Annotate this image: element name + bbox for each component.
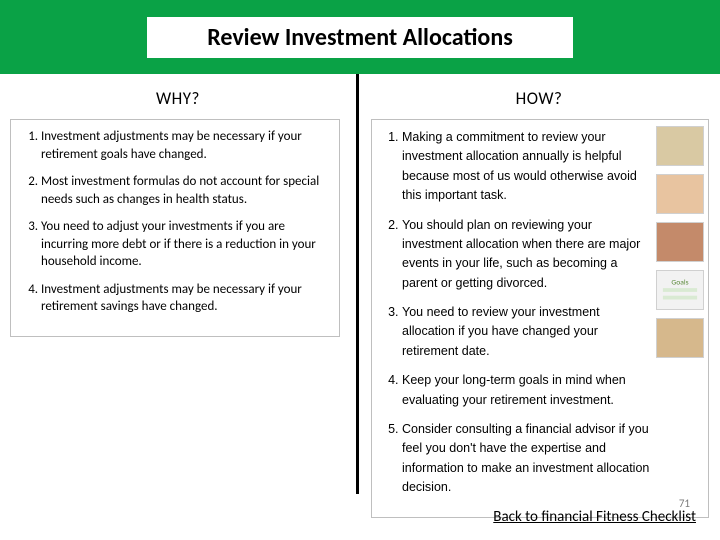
how-box: Making a commitment to review your inves…: [371, 119, 709, 518]
how-item: Keep your long-term goals in mind when e…: [402, 371, 652, 410]
calendar-photo-icon: [656, 126, 704, 166]
how-heading: HOW?: [369, 88, 709, 109]
why-heading: WHY?: [10, 88, 346, 109]
how-item: Consider consulting a financial advisor …: [402, 420, 652, 498]
content-area: WHY? Investment adjustments may be neces…: [0, 74, 720, 494]
why-item: Investment adjustments may be necessary …: [41, 128, 329, 163]
vertical-divider: [356, 74, 359, 494]
how-item: You need to review your investment alloc…: [402, 303, 652, 361]
svg-text:Goals: Goals: [671, 278, 688, 287]
person-photo-icon: [656, 222, 704, 262]
why-list: Investment adjustments may be necessary …: [21, 128, 329, 316]
back-to-checklist-link[interactable]: Back to financial Fitness Checklist: [493, 508, 696, 526]
why-box: Investment adjustments may be necessary …: [10, 119, 340, 337]
how-column: HOW? Making a commitment to review your …: [359, 74, 719, 494]
why-item: You need to adjust your investments if y…: [41, 218, 329, 271]
goals-graphic-icon: Goals: [656, 270, 704, 310]
header-bar: Review Investment Allocations: [0, 0, 720, 74]
thumbnail-strip: Goals: [656, 126, 704, 358]
how-list: Making a commitment to review your inves…: [382, 128, 652, 497]
how-item: Making a commitment to review your inves…: [402, 128, 652, 206]
why-column: WHY? Investment adjustments may be neces…: [0, 74, 356, 494]
advisor-photo-icon: [656, 318, 704, 358]
why-item: Investment adjustments may be necessary …: [41, 281, 329, 316]
why-item: Most investment formulas do not account …: [41, 173, 329, 208]
how-item: You should plan on reviewing your invest…: [402, 216, 652, 294]
page-title: Review Investment Allocations: [147, 17, 573, 58]
family-photo-icon: [656, 174, 704, 214]
